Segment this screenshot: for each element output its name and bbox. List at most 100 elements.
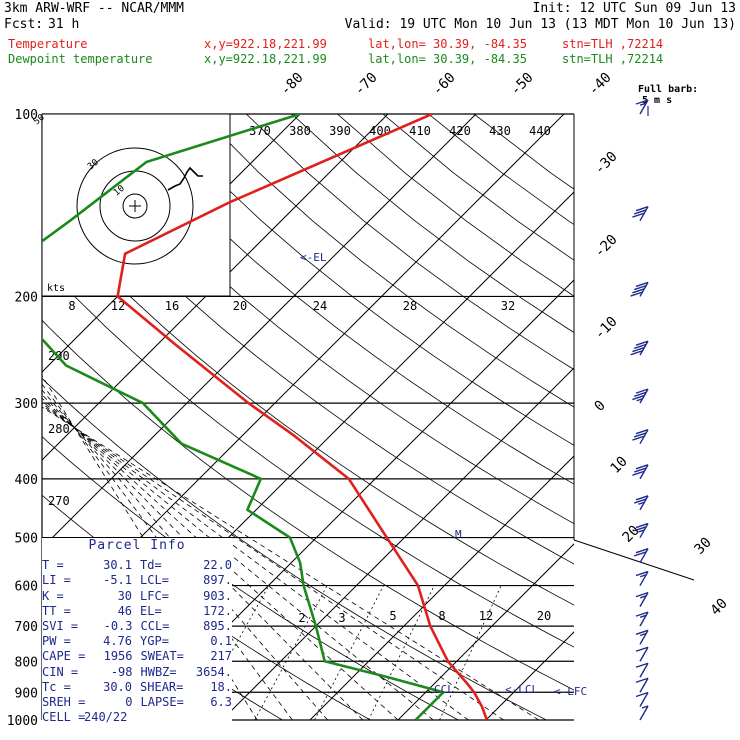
isotherm-line — [221, 367, 574, 720]
wind-barb-half — [636, 398, 643, 402]
wind-barb-staff — [639, 592, 649, 607]
wind-barb-half — [641, 705, 649, 709]
legend-dewpoint-name: Dewpoint temperature — [8, 52, 153, 66]
el-marker: <-EL — [300, 251, 327, 264]
isotherm-line — [485, 631, 574, 720]
legend-temperature-name: Temperature — [8, 37, 88, 51]
parcel-row-label2: YGP= — [140, 634, 169, 649]
wind-barb-flag — [635, 340, 649, 346]
parcel-row-label: LI = — [42, 573, 71, 588]
parcel-row-label2: SWEAT= — [140, 649, 184, 664]
legend-temperature-stn: stn=TLH ,72214 — [562, 37, 664, 51]
wind-barb — [635, 646, 649, 662]
dry-adiabat — [428, 114, 574, 226]
wind-barb-flag — [633, 551, 647, 557]
wind-barb-staff — [639, 548, 649, 564]
isotherm-line — [573, 719, 574, 720]
wind-barb — [635, 691, 649, 707]
wind-barb-half — [639, 595, 647, 599]
mixing-ratio-label: 8 — [438, 609, 445, 623]
wind-barb-flag — [635, 662, 649, 668]
parcel-info-row: CIN = -98 HWBZ= 3654. — [42, 665, 232, 680]
wind-barb — [635, 591, 649, 607]
wind-barb — [633, 547, 649, 564]
parcel-info-row: CAPE = 1956 SWEAT= 217 — [42, 649, 232, 664]
parcel-row-value2: 895. — [203, 619, 232, 634]
temperature-axis-label: -80 — [278, 70, 307, 99]
init-time: Init: 12 UTC Sun 09 Jun 13 — [532, 1, 737, 16]
dry-adiabat — [109, 114, 574, 485]
wetbulb-label: 8 — [68, 299, 75, 313]
wind-barb-flag — [635, 495, 649, 501]
wind-barb-flag — [632, 394, 645, 401]
valid-time: Valid: 19 UTC Mon 10 Jun 13 (13 MDT Mon … — [344, 17, 736, 32]
isotherm-line — [309, 455, 574, 720]
parcel-row-label2: LFC= — [140, 588, 169, 603]
wind-barb-flag — [635, 206, 649, 212]
theta-label: 430 — [489, 124, 511, 138]
parcel-row-value2: 6.3 — [210, 695, 232, 710]
wind-barb — [632, 206, 649, 222]
isotherm-line — [397, 543, 574, 720]
wind-barb-flag — [630, 291, 643, 297]
parcel-row-label: CAPE = — [42, 649, 86, 664]
theta-label: 420 — [449, 124, 471, 138]
wind-barb-flag — [635, 677, 649, 683]
parcel-row-label: CIN = — [42, 664, 79, 679]
legend-temperature-xy: x,y=922.18,221.99 — [204, 37, 327, 51]
parcel-row-label2: LCL= — [140, 573, 169, 588]
wind-barb — [633, 495, 649, 511]
pressure-tick-label: 900 — [15, 686, 38, 701]
isotherm-line — [42, 114, 477, 549]
theta-label: 410 — [409, 124, 431, 138]
parcel-info-title: Parcel Info — [88, 538, 186, 553]
wind-barb-half — [638, 529, 645, 533]
lfc-marker: <-LFC — [554, 685, 588, 698]
temperature-axis-label: 0 — [592, 398, 609, 415]
legend-temperature-latlon: lat,lon= 30.39, -84.35 — [368, 37, 527, 51]
wetbulb-label: 16 — [165, 299, 179, 313]
pressure-tick-label: 100 — [15, 108, 38, 123]
legend-dewpoint-stn: stn=TLH ,72214 — [562, 52, 664, 66]
model-title: 3km ARW-WRF -- NCAR/MMM — [4, 1, 185, 16]
parcel-row-label2: EL= — [140, 603, 162, 618]
parcel-row-label2: HWBZ= — [140, 664, 177, 679]
mixing-ratio-label: 2 — [298, 611, 305, 625]
parcel-row-label: CELL = — [42, 710, 86, 725]
wind-barb-flag — [633, 467, 647, 473]
wind-barb-flag — [633, 526, 647, 532]
wind-barb — [635, 611, 649, 627]
wind-barb-flag — [635, 591, 649, 598]
dry-adiabat — [291, 114, 574, 333]
forecast-label: Fcst: — [4, 17, 44, 32]
parcel-row-value2: 217 — [210, 649, 232, 664]
temperature-axis-label: -30 — [592, 149, 621, 178]
parcel-row-label2: Td= — [140, 558, 162, 573]
parcel-info-row: T = 30.1 Td= 22.0 — [42, 558, 232, 573]
temperature-axis-label: -10 — [592, 314, 621, 343]
wind-barb — [632, 388, 649, 404]
parcel-row-label: Tc = — [42, 679, 71, 694]
wind-barb-staff — [639, 692, 649, 707]
dry-adiabat — [0, 114, 36, 733]
parcel-row-value: -5.1 — [103, 573, 133, 588]
wind-barb-half — [639, 102, 647, 106]
wind-barb-flag — [632, 346, 645, 353]
pressure-tick-label: 400 — [15, 473, 38, 488]
wetbulb-label: 12 — [111, 299, 125, 313]
pressure-tick-label: 200 — [15, 290, 38, 305]
mixing-ratio-line — [314, 585, 384, 720]
temperature-axis-label: 10 — [608, 454, 631, 477]
wind-barb-flag — [635, 570, 649, 577]
parcel-info-row: CELL = 240/22 — [42, 710, 232, 725]
wind-barb — [635, 662, 649, 678]
wind-barb-flag — [635, 611, 649, 617]
wind-barb-staff — [639, 662, 649, 678]
wind-barb-flag — [633, 498, 647, 504]
parcel-row-label2: CCL= — [140, 619, 170, 634]
wind-barb-staff — [639, 646, 649, 662]
wind-barb — [630, 281, 649, 297]
parcel-row-value2: 3654. — [195, 664, 232, 679]
parcel-row-value: 46 — [117, 603, 133, 618]
dry-adiabat — [63, 114, 574, 525]
